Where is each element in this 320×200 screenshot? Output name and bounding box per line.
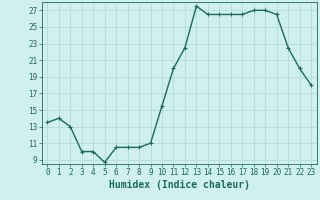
X-axis label: Humidex (Indice chaleur): Humidex (Indice chaleur) xyxy=(109,180,250,190)
